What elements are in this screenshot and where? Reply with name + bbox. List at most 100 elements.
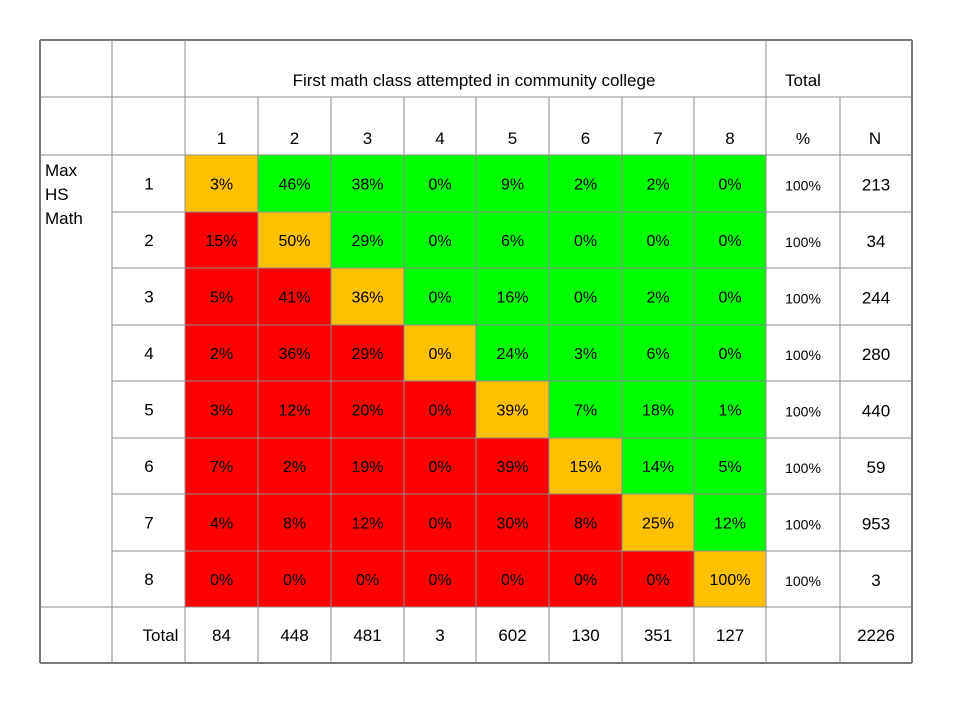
row-pct: 100% <box>785 517 821 533</box>
heatmap-cell <box>185 325 258 381</box>
heatmap-cell <box>694 212 766 268</box>
cell-value: 0% <box>428 403 451 420</box>
heatmap-cell <box>185 438 258 494</box>
cell-value: 50% <box>278 233 310 250</box>
cell-value: 8% <box>574 516 597 533</box>
heatmap-cell <box>185 494 258 551</box>
row-n: 244 <box>862 289 890 308</box>
total-value: 130 <box>571 626 599 645</box>
heatmap-cell <box>476 551 549 607</box>
header-title: First math class attempted in community … <box>293 71 656 90</box>
total-value: 3 <box>435 626 444 645</box>
cell-value: 0% <box>428 572 451 589</box>
heatmap-cell <box>404 212 476 268</box>
row-header: 4 <box>144 344 153 363</box>
heatmap-cell <box>476 212 549 268</box>
row-header: 8 <box>144 570 153 589</box>
row-header: 1 <box>144 175 153 194</box>
heatmap-cell <box>331 381 404 438</box>
heatmap-cell <box>258 551 331 607</box>
heatmap-cell <box>258 325 331 381</box>
cell-value: 36% <box>351 290 383 307</box>
table-labels: First math class attempted in community … <box>45 71 895 645</box>
cell-value: 29% <box>351 233 383 250</box>
cell-value: 0% <box>718 177 741 194</box>
cell-value: 6% <box>646 346 669 363</box>
heatmap-cell <box>694 325 766 381</box>
cell-value: 15% <box>569 459 601 476</box>
heatmap-cell <box>622 155 694 212</box>
heatmap-cell <box>331 438 404 494</box>
cell-value: 7% <box>574 403 597 420</box>
cell-value: 0% <box>283 572 306 589</box>
row-pct: 100% <box>785 234 821 250</box>
cell-value: 46% <box>278 177 310 194</box>
heatmap-cell <box>404 325 476 381</box>
column-header: 1 <box>217 129 226 148</box>
row-pct: 100% <box>785 178 821 194</box>
column-header: 6 <box>581 129 590 148</box>
cell-value: 30% <box>496 516 528 533</box>
row-pct: 100% <box>785 347 821 363</box>
cell-value: 38% <box>351 177 383 194</box>
total-value: 127 <box>716 626 744 645</box>
row-header: 7 <box>144 514 153 533</box>
column-pct-label: % <box>796 131 810 148</box>
row-axis-label: Max HS Math <box>45 161 83 228</box>
heatmap-cell <box>549 212 622 268</box>
row-pct: 100% <box>785 460 821 476</box>
cell-value: 0% <box>718 233 741 250</box>
heatmap-cell <box>331 325 404 381</box>
cell-value: 12% <box>278 403 310 420</box>
row-n: 280 <box>862 345 890 364</box>
heatmap-cell <box>331 268 404 325</box>
heatmap-cell <box>258 155 331 212</box>
cell-value: 0% <box>574 290 597 307</box>
heatmap-cell <box>622 268 694 325</box>
column-n-label: N <box>869 129 881 148</box>
row-pct: 100% <box>785 404 821 420</box>
heatmap-cell <box>549 268 622 325</box>
heatmap-cell <box>549 551 622 607</box>
table-gridlines <box>39 39 913 664</box>
heatmap-cell <box>476 438 549 494</box>
cell-value: 0% <box>210 572 233 589</box>
cell-value: 0% <box>574 572 597 589</box>
heatmap-cell <box>185 155 258 212</box>
total-label: Total <box>143 626 179 645</box>
heatmap-cell <box>185 381 258 438</box>
row-n: 3 <box>871 571 880 590</box>
heatmap-cell <box>258 212 331 268</box>
cell-value: 2% <box>210 346 233 363</box>
cell-value: 1% <box>718 403 741 420</box>
heatmap-cell <box>622 438 694 494</box>
total-value: 84 <box>212 626 231 645</box>
heatmap-cell <box>331 494 404 551</box>
cell-value: 18% <box>642 403 674 420</box>
column-header: 8 <box>725 129 734 148</box>
heatmap-cell <box>549 381 622 438</box>
cell-value: 5% <box>718 459 741 476</box>
column-header: 3 <box>363 129 372 148</box>
heatmap-cell <box>476 155 549 212</box>
cell-value: 0% <box>718 290 741 307</box>
heatmap-cell <box>404 155 476 212</box>
heatmap-cell <box>258 494 331 551</box>
cell-value: 0% <box>646 572 669 589</box>
heatmap-cell <box>549 325 622 381</box>
heatmap-cell <box>331 212 404 268</box>
cell-value: 9% <box>501 177 524 194</box>
cell-value: 15% <box>205 233 237 250</box>
heatmap-cell <box>622 381 694 438</box>
column-header: 5 <box>508 129 517 148</box>
column-header: 7 <box>653 129 662 148</box>
column-header: 4 <box>435 129 444 148</box>
heatmap-cell <box>694 551 766 607</box>
row-header: 5 <box>144 401 153 420</box>
cell-value: 0% <box>428 459 451 476</box>
cell-value: 0% <box>428 290 451 307</box>
heatmap-cell <box>694 494 766 551</box>
cell-value: 8% <box>283 516 306 533</box>
cell-value: 0% <box>356 572 379 589</box>
